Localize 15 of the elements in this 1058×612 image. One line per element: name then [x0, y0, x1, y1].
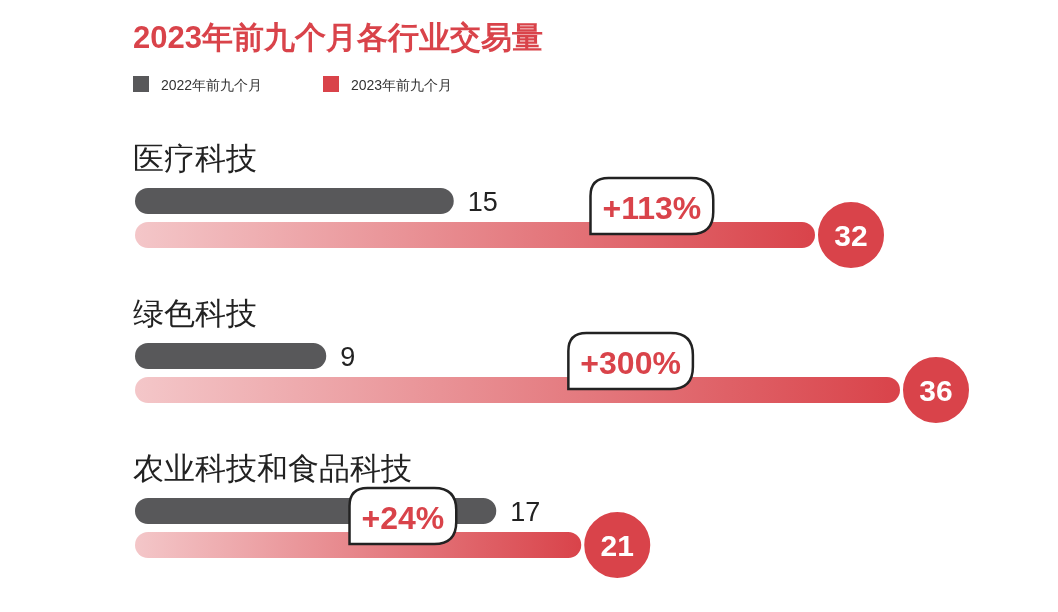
y-tick-label: 农业科技和食品科技: [133, 451, 412, 486]
annotation: +113%: [602, 190, 702, 226]
legend-label: 2022年前九个月: [161, 77, 263, 93]
legend-label: 2023年前九个月: [351, 77, 453, 93]
y-tick-label: 绿色科技: [133, 296, 257, 331]
chart-title: 2023年前九个月各行业交易量: [133, 20, 543, 55]
data-label: 36: [919, 374, 953, 407]
annotation: +300%: [580, 345, 681, 381]
y-tick-label: 医疗科技: [133, 141, 257, 176]
data-label: 9: [340, 342, 356, 372]
data-label: 15: [467, 187, 498, 217]
data-label: 32: [834, 219, 868, 252]
data-label: 17: [510, 497, 541, 527]
data-label: 21: [600, 529, 634, 562]
annotation: +24%: [361, 500, 445, 536]
